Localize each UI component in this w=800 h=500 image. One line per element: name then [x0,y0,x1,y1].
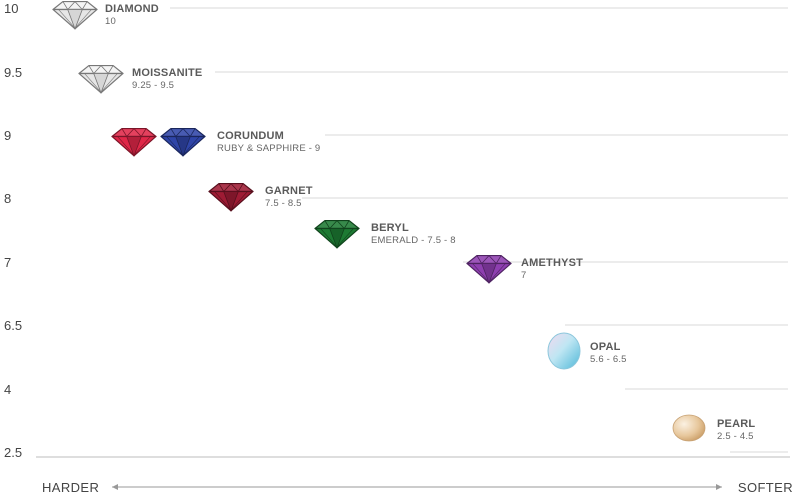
gem-name-label: CORUNDUM [217,130,284,142]
gem-name-label: DIAMOND [105,3,159,15]
y-tick-label: 7 [4,255,11,270]
y-tick-label: 9 [4,128,11,143]
gem-name-label: PEARL [717,418,755,430]
gem-hardness-range-label: 7.5 - 8.5 [265,198,302,209]
y-tick-label: 10 [4,1,18,16]
gem-name-label: MOISSANITE [132,67,202,79]
gem-name-label: OPAL [590,341,621,353]
gem-diamond-icon [111,127,157,157]
pearl-icon [672,414,706,442]
x-axis: HARDER SOFTER [36,456,793,495]
gem-name-label: GARNET [265,185,313,197]
y-tick-label: 8 [4,191,11,206]
gem-diamond-icon [208,182,254,212]
gem-name-label: BERYL [371,222,409,234]
gem-hardness-range-label: 7 [521,270,526,281]
gem-name-label: AMETHYST [521,257,583,269]
gem-diamond-icon [52,0,98,30]
gem-hardness-range-label: 2.5 - 4.5 [717,431,754,442]
y-tick-label: 6.5 [4,318,22,333]
hardness-direction-arrow [112,484,722,490]
gem-diamond-icon [78,64,124,94]
y-tick-label: 4 [4,382,11,397]
y-tick-label: 2.5 [4,445,22,460]
gem-hardness-range-label: 10 [105,16,116,27]
opal-icon [547,332,581,370]
x-axis-left-label: HARDER [42,480,99,495]
gem-diamond-icon [466,254,512,284]
gem-hardness-range-label: EMERALD - 7.5 - 8 [371,235,456,246]
x-axis-right-label: SOFTER [738,480,793,495]
gem-diamond-icon [160,127,206,157]
gem-hardness-range-label: 9.25 - 9.5 [132,80,174,91]
gem-hardness-range-label: 5.6 - 6.5 [590,354,627,365]
y-tick-label: 9.5 [4,65,22,80]
gem-diamond-icon [314,219,360,249]
y-axis-ticks: 10 9.5 9 8 7 6.5 4 2.5 [4,1,22,460]
gridlines [170,7,788,453]
gem-hardness-range-label: RUBY & SAPPHIRE - 9 [217,143,320,154]
